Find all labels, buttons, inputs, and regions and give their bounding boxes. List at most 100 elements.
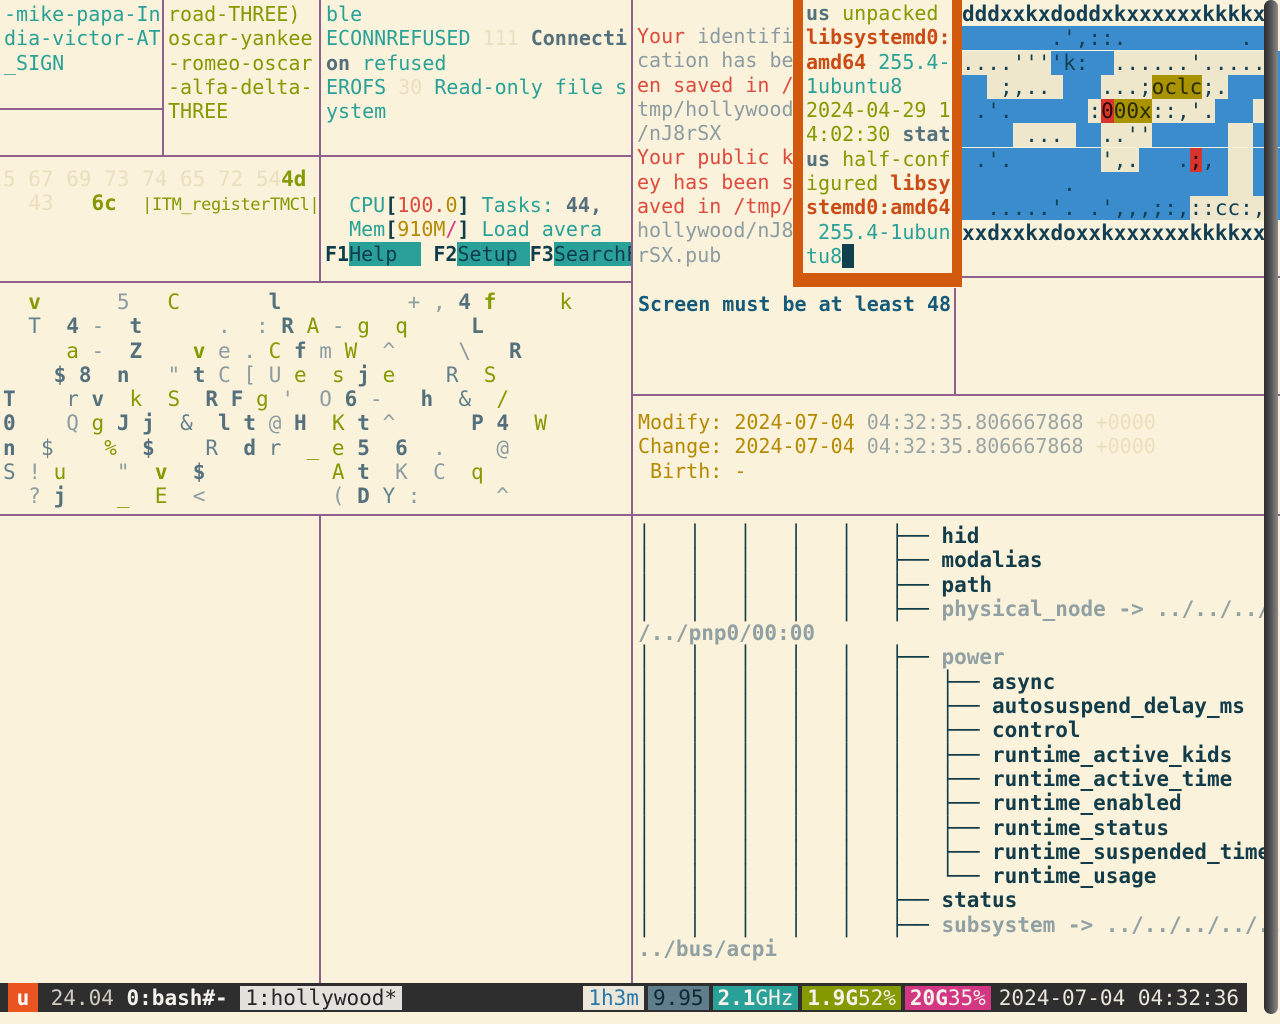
terminal-line: .'. ',. .;,: [962, 147, 1280, 172]
terminal-line: 5 67 69 73 74 65 72 544d: [3, 167, 307, 191]
terminal-line: hollywood/nJ8: [637, 218, 793, 243]
pane-border-horizontal-6: [0, 514, 1280, 516]
pane-ascii-world-map[interactable]: dddxxkxdoddxkxxxxxxkkkkxx .',::. . ....'…: [962, 0, 1280, 276]
terminal-line: │ │ │ │ │ │ ├── control: [638, 718, 1081, 743]
terminal-line: cation has be: [637, 48, 793, 73]
pane-errno-list[interactable]: ble ECONNREFUSED 111 Connecti on refused ER…: [321, 0, 632, 155]
terminal-line: EROFS 30 Read-only file s: [326, 74, 628, 99]
pane-border-vertical-4: [319, 515, 321, 983]
byobu-status-bar: u 24.04 0:bash#- 1:hollywood* 1h3m 9.95 …: [0, 983, 1247, 1012]
terminal-line: .',::. .: [962, 26, 1279, 51]
clock-datetime: 2024-07-04 04:32:36: [998, 985, 1239, 1010]
terminal-line: v 5 C l + , 4 f k: [28, 290, 573, 314]
terminal-line: Modify: 2024-07-04 04:32:35.806667868 +0…: [638, 410, 1156, 434]
terminal-line: │ │ │ │ │ ├── physical_node -> ../../../…: [638, 596, 1280, 621]
pane-border-horizontal-4: [962, 276, 1280, 278]
terminal-line: stemd0:amd64: [806, 195, 951, 220]
terminal-line: Your identifi: [637, 24, 793, 48]
terminal-line: │ │ │ │ │ ├── subsystem -> ../../../../.…: [638, 912, 1280, 937]
terminal-line: │ │ │ │ │ │ ├── runtime_active_time: [638, 766, 1233, 791]
pane-random-matrix[interactable]: v 5 C l + , 4 f k T 4 - t . : R A - g q …: [0, 283, 630, 513]
pane-border-horizontal-5: [631, 394, 1280, 396]
terminal-line: Birth: -: [638, 458, 747, 483]
terminal-line: │ │ │ │ │ │ ├── runtime_status: [638, 815, 1170, 840]
terminal-line: rSX.pub: [637, 242, 722, 267]
terminal-line: ystem: [326, 99, 387, 124]
terminal-line: dddxxkxdoddxkxxxxxxkkkkxx: [962, 2, 1279, 26]
terminal-line: ECONNREFUSED 111 Connecti: [326, 26, 628, 51]
terminal-line: .: [962, 172, 1280, 197]
pane-phonetic-callsign-1[interactable]: -mike-papa-In dia-victor-AT _SIGN: [0, 0, 162, 108]
terminal-line: CPU[100.0] Tasks: 44,: [349, 193, 602, 217]
memory-usage-indicator: 1.9G52%: [802, 985, 901, 1010]
pane-screen-size-warning[interactable]: Screen must be at least 48: [633, 288, 953, 393]
window-tab-bash[interactable]: 0:bash#-: [126, 985, 241, 1010]
terminal-line: S ! u " v $ A t K C q: [3, 460, 484, 485]
pane-phonetic-callsign-2[interactable]: road-THREE) oscar-yankee -romeo-oscar -alfa…: [164, 0, 318, 155]
pane-dpkg-log-active[interactable]: us unpacked libsystemd0: amd64 255.4- 1ubun…: [793, 0, 962, 287]
terminal-line: a - Z v e . C f m W ^ \ R: [66, 338, 522, 363]
terminal-line: Change: 2024-07-04 04:32:35.806667868 +0…: [638, 434, 1156, 459]
pane-ssh-keygen-output[interactable]: Your identifi cation has be en saved in / t…: [633, 0, 793, 283]
terminal-line: us half-conf: [806, 146, 951, 171]
terminal-line: │ │ │ │ │ ├── status: [638, 888, 1018, 913]
terminal-line: 2024-04-29 1: [806, 98, 951, 123]
pane-border-horizontal-3: [0, 281, 631, 283]
pane-stat-output[interactable]: Modify: 2024-07-04 04:32:35.806667868 +0…: [633, 396, 1280, 513]
window-tab-hollywood-active[interactable]: 1:hollywood*: [240, 985, 403, 1010]
ubuntu-version-label: 24.04: [38, 985, 127, 1010]
terminal-scrollbar[interactable]: [1264, 0, 1278, 1014]
terminal-line: │ │ │ │ │ │ ├── runtime_active_kids: [638, 742, 1233, 767]
pane-sysfs-tree[interactable]: │ │ │ │ │ ├── hid │ │ │ │ │ ├── modalias │…: [633, 516, 1280, 983]
terminal-line: │ │ │ │ │ ├── modalias: [638, 548, 1043, 573]
pane-empty-bottomleft-1[interactable]: [0, 516, 318, 983]
disk-usage-indicator: 20G35%: [904, 985, 991, 1010]
pane-hexdump[interactable]: 5 67 69 73 74 65 72 544d 43 6c |ITM_regi…: [0, 157, 318, 281]
terminal-line: │ │ │ │ │ │ ├── autosuspend_delay_ms: [638, 694, 1245, 719]
pane-empty-right[interactable]: [956, 278, 1280, 393]
uptime-indicator: 1h3m: [583, 985, 644, 1010]
terminal-line: │ │ │ │ │ ├── power: [638, 645, 1005, 670]
pane-border-vertical-5: [954, 288, 956, 395]
terminal-line: T 4 - t . : R A - g q L: [28, 314, 484, 339]
pane-htop[interactable]: CPU[100.0] Tasks: 44, Mem[910M/] Load av…: [321, 157, 632, 281]
terminal-line: n $ % $ R d r _ e 5 6 . @: [3, 435, 510, 460]
terminal-line: us unpacked: [806, 1, 939, 25]
terminal-line: on refused: [326, 50, 447, 75]
pane-empty-bottomleft-2[interactable]: [321, 516, 632, 983]
terminal-line: │ │ │ │ │ │ └── runtime_usage: [638, 864, 1157, 889]
terminal-line: $ 8 n " t C [ U e s j e R S: [53, 362, 497, 387]
terminal-line: igured libsy: [806, 171, 951, 196]
terminal-line: aved in /tmp/: [637, 194, 793, 219]
terminal-line: amd64 255.4-: [806, 49, 951, 74]
terminal-line: ;,.. ...;oclc;.: [962, 74, 1280, 99]
terminal-line: 1ubuntu8: [806, 73, 903, 98]
terminal-line: F1Help F2Setup F3SearchF: [325, 241, 632, 266]
terminal-line: │ │ │ │ │ │ ├── async: [638, 669, 1056, 694]
terminal-line: │ │ │ │ │ │ ├── runtime_suspended_time: [638, 839, 1271, 864]
terminal-line: │ │ │ │ │ ├── path: [638, 572, 993, 597]
terminal-line: 0 Q g J j & l t @ H K t ^ P 4 W: [3, 411, 548, 436]
terminal-line: xxdxxkxdoxxkxxxxxxkkkkxx: [962, 220, 1266, 245]
terminal-line: -romeo-oscar: [168, 50, 313, 75]
terminal-line: ....''''k: ......'.....: [962, 50, 1280, 75]
terminal-line: 4:02:30 stat: [806, 122, 951, 147]
terminal-line: dia-victor-AT: [4, 26, 161, 51]
terminal-line: ... ..'': [962, 123, 1280, 148]
terminal-line: /../pnp0/00:00: [638, 621, 816, 646]
terminal-line: 43 6c |ITM_registerTMCl|: [28, 191, 318, 216]
terminal-line: _SIGN: [4, 50, 65, 75]
terminal-line: -alfa-delta-: [168, 74, 313, 99]
terminal-line: oscar-yankee: [168, 26, 313, 51]
pane-border-vertical-3: [631, 0, 633, 983]
terminal-line: en saved in /: [637, 72, 793, 97]
pane-empty-topleft[interactable]: [0, 110, 162, 155]
terminal-line: │ │ │ │ │ ├── hid: [638, 524, 980, 548]
pane-border-vertical-1: [162, 0, 164, 156]
load-average-indicator: 9.95: [647, 985, 709, 1010]
terminal-line: ? j _ E < ( D Y : ^: [28, 484, 509, 509]
terminal-line: -mike-papa-In: [4, 2, 161, 26]
terminal-line: ey has been s: [637, 169, 793, 194]
terminal-line: libsystemd0:: [806, 25, 951, 50]
